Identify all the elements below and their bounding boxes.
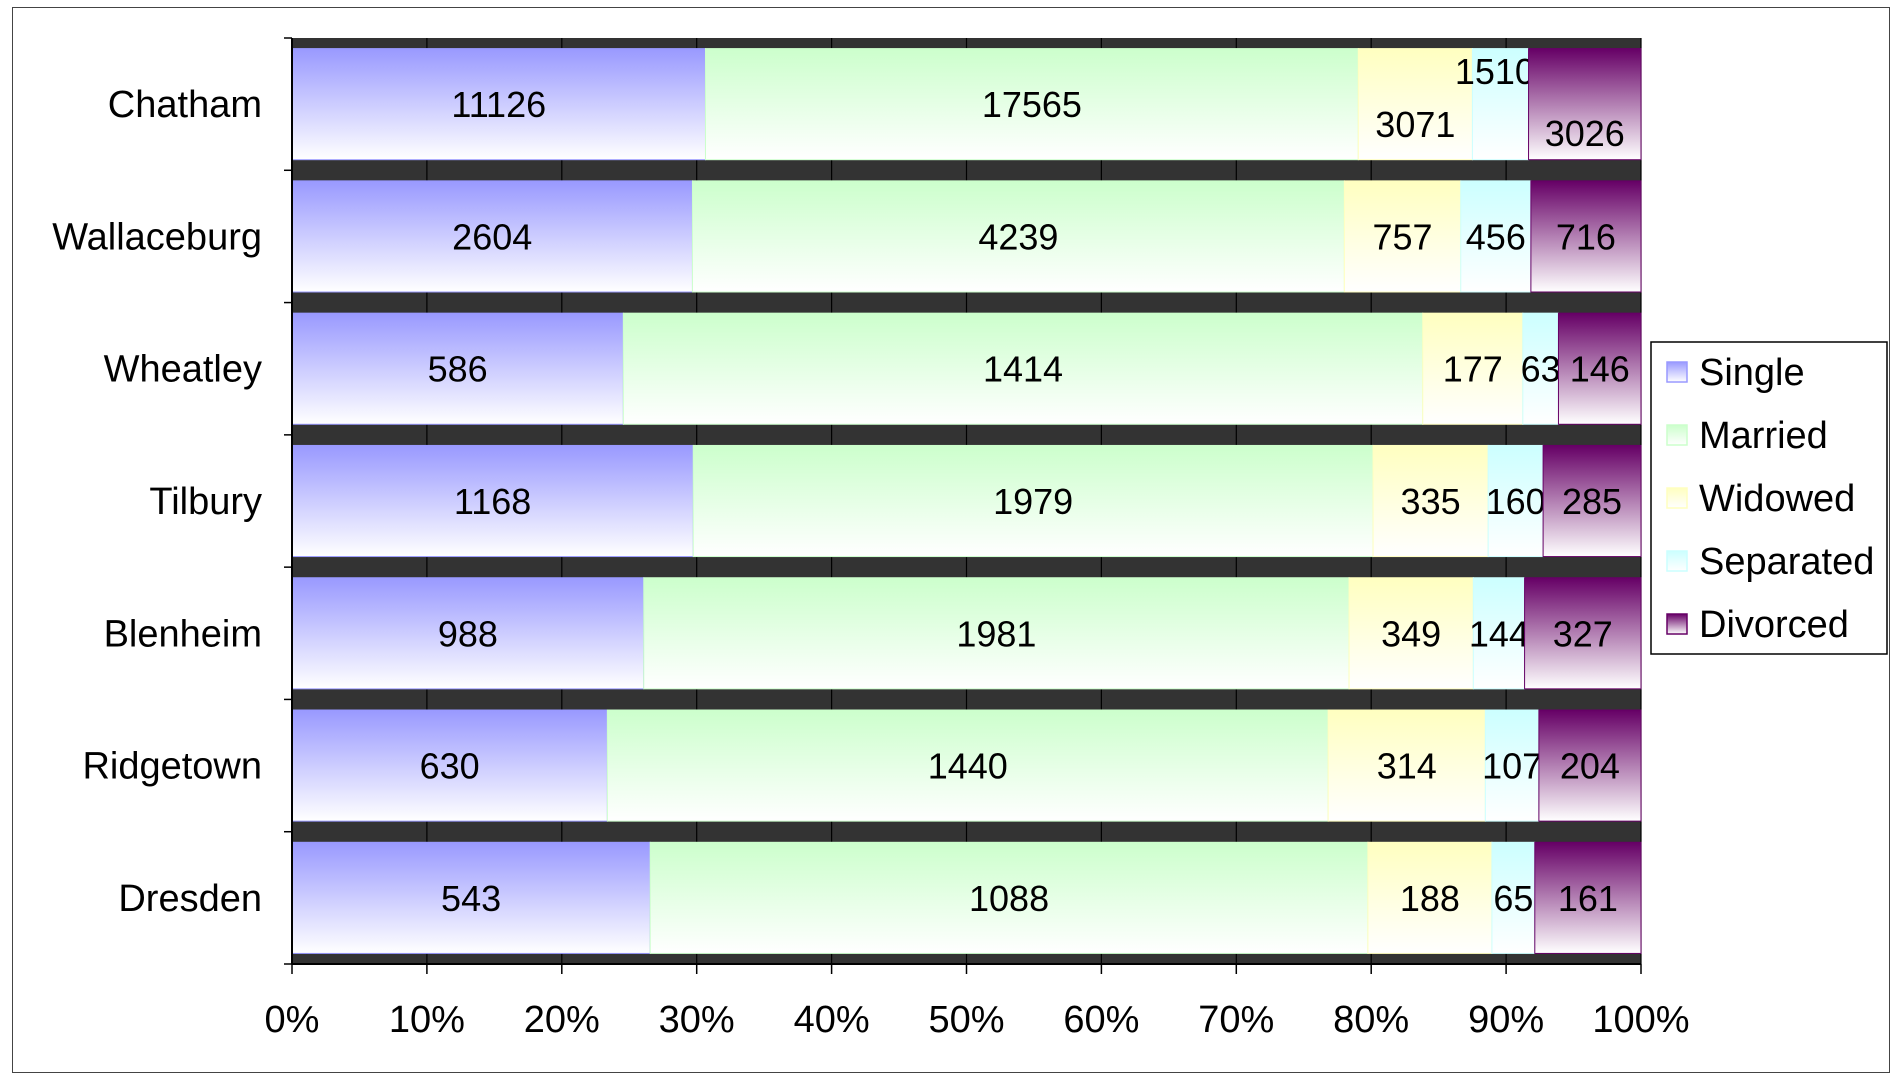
bar-tilbury-single [291, 444, 694, 558]
legend-swatch-separated [1666, 550, 1688, 572]
x-tick-label-2: 20% [524, 999, 600, 1041]
data-label-wallaceburg-single: 2604 [452, 216, 532, 257]
data-label-dresden-separated: 65 [1493, 878, 1533, 919]
bar-tilbury-divorced [1542, 444, 1642, 558]
category-label-wheatley: Wheatley [104, 349, 262, 391]
bar-wallaceburg-married [691, 180, 1345, 293]
bar-dresden-widowed [1367, 841, 1493, 954]
x-tick-label-10: 100% [1592, 999, 1689, 1041]
x-tick-label-6: 60% [1063, 999, 1139, 1041]
legend-label-widowed: Widowed [1699, 478, 1855, 520]
data-label-blenheim-married: 1981 [956, 613, 1036, 654]
x-tick-label-1: 10% [389, 999, 465, 1041]
bar-tilbury-married [692, 444, 1374, 558]
x-tick-label-8: 80% [1333, 999, 1409, 1041]
legend-label-single: Single [1699, 352, 1805, 394]
data-label-ridgetown-separated: 107 [1482, 746, 1542, 787]
bar-wheatley-widowed [1422, 312, 1524, 425]
legend-swatch-married [1666, 424, 1688, 446]
data-label-tilbury-widowed: 335 [1401, 481, 1461, 522]
legend-swatch-single [1666, 361, 1688, 383]
data-label-dresden-married: 1088 [969, 878, 1049, 919]
bar-dresden-divorced [1534, 841, 1642, 954]
data-label-ridgetown-divorced: 204 [1560, 746, 1620, 787]
bar-chatham-married [704, 48, 1359, 161]
data-label-tilbury-divorced: 285 [1562, 481, 1622, 522]
bar-wheatley-married [622, 312, 1424, 425]
x-tick-label-9: 90% [1468, 999, 1544, 1041]
data-label-wallaceburg-married: 4239 [978, 216, 1058, 257]
data-label-wheatley-divorced: 146 [1570, 349, 1630, 390]
bar-blenheim-widowed [1348, 577, 1474, 690]
bar-wallaceburg-divorced [1530, 180, 1642, 293]
x-tick-label-0: 0% [265, 999, 320, 1041]
data-label-dresden-single: 543 [441, 878, 501, 919]
data-label-dresden-divorced: 161 [1558, 878, 1618, 919]
bar-blenheim-single [291, 577, 645, 690]
data-label-wallaceburg-divorced: 716 [1556, 216, 1616, 257]
data-label-blenheim-separated: 144 [1469, 613, 1529, 654]
data-label-wheatley-widowed: 177 [1443, 349, 1503, 390]
bar-wheatley-separated [1522, 312, 1559, 425]
data-label-chatham-divorced: 3026 [1545, 113, 1625, 154]
category-label-ridgetown: Ridgetown [82, 746, 262, 788]
bar-wallaceburg-separated [1460, 180, 1532, 293]
legend [1650, 341, 1888, 655]
data-label-wheatley-single: 586 [428, 349, 488, 390]
x-tick-label-3: 30% [659, 999, 735, 1041]
data-label-ridgetown-widowed: 314 [1377, 746, 1437, 787]
bar-chatham-separated [1471, 48, 1530, 161]
x-tick-label-7: 70% [1198, 999, 1274, 1041]
data-label-wheatley-separated: 63 [1521, 349, 1561, 390]
bar-ridgetown-single [291, 709, 608, 822]
bar-ridgetown-married [606, 709, 1329, 822]
data-label-tilbury-married: 1979 [993, 481, 1073, 522]
data-label-tilbury-separated: 160 [1486, 481, 1546, 522]
bar-blenheim-separated [1472, 577, 1526, 690]
data-label-wallaceburg-separated: 456 [1466, 216, 1526, 257]
data-label-blenheim-widowed: 349 [1381, 613, 1441, 654]
category-label-wallaceburg: Wallaceburg [52, 216, 262, 258]
data-label-wallaceburg-widowed: 757 [1373, 216, 1433, 257]
category-label-blenheim: Blenheim [104, 613, 262, 655]
bar-dresden-single [291, 841, 651, 954]
data-label-blenheim-divorced: 327 [1553, 613, 1613, 654]
data-label-chatham-separated: 1510 [1455, 51, 1535, 92]
bar-blenheim-divorced [1524, 577, 1642, 690]
legend-swatch-widowed [1666, 487, 1688, 509]
data-label-blenheim-single: 988 [438, 613, 498, 654]
bar-dresden-married [649, 841, 1369, 954]
category-label-chatham: Chatham [108, 84, 262, 126]
bar-ridgetown-separated [1484, 709, 1540, 822]
data-label-dresden-widowed: 188 [1400, 878, 1460, 919]
bar-ridgetown-widowed [1327, 709, 1486, 822]
data-label-chatham-single: 11126 [451, 84, 546, 125]
data-label-chatham-widowed: 3071 [1375, 104, 1455, 145]
bar-blenheim-married [643, 577, 1350, 690]
bar-wallaceburg-single [291, 180, 693, 293]
category-label-tilbury: Tilbury [149, 481, 262, 523]
bar-wallaceburg-widowed [1343, 180, 1462, 293]
x-tick-label-4: 40% [794, 999, 870, 1041]
legend-label-divorced: Divorced [1699, 604, 1849, 646]
bar-chatham-divorced [1528, 48, 1642, 161]
legend-swatch-divorced [1666, 613, 1688, 635]
data-label-chatham-married: 17565 [982, 84, 1082, 125]
bar-ridgetown-divorced [1538, 709, 1642, 822]
data-label-ridgetown-single: 630 [420, 746, 480, 787]
data-label-wheatley-married: 1414 [983, 349, 1063, 390]
x-tick-label-5: 50% [928, 999, 1004, 1041]
bar-tilbury-separated [1487, 444, 1544, 558]
category-label-dresden: Dresden [118, 878, 262, 920]
bar-tilbury-widowed [1372, 444, 1489, 558]
data-label-tilbury-single: 1168 [454, 481, 531, 522]
bar-wheatley-single [291, 312, 624, 425]
bar-wheatley-divorced [1557, 312, 1642, 425]
data-label-ridgetown-married: 1440 [928, 746, 1008, 787]
legend-label-married: Married [1699, 415, 1828, 457]
legend-label-separated: Separated [1699, 541, 1874, 583]
